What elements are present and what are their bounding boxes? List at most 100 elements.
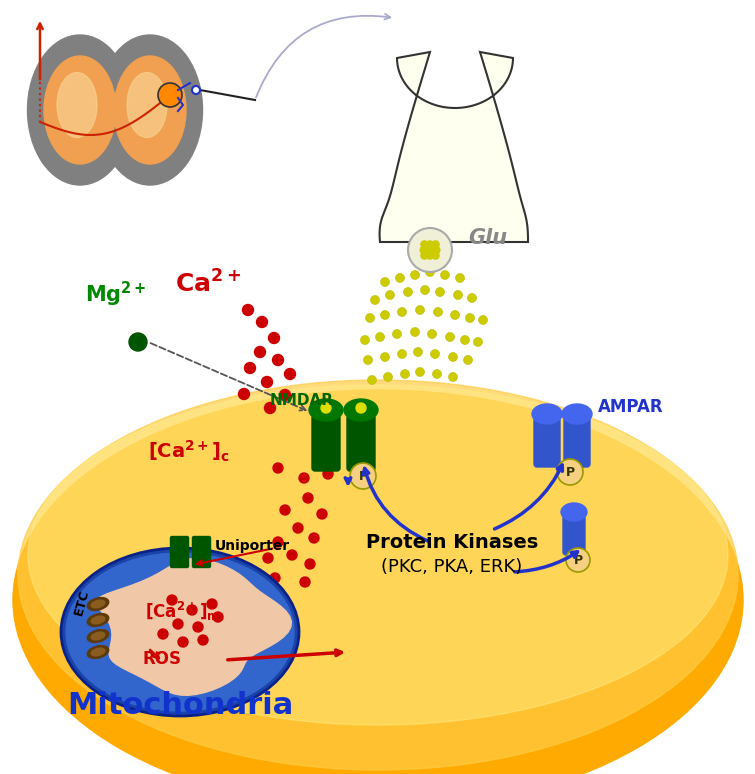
Circle shape — [365, 313, 374, 323]
Ellipse shape — [28, 385, 728, 725]
Circle shape — [427, 246, 433, 254]
Ellipse shape — [344, 399, 378, 421]
Ellipse shape — [88, 598, 109, 611]
Text: P: P — [565, 465, 575, 478]
Circle shape — [448, 372, 458, 382]
Text: Mitochondria: Mitochondria — [67, 691, 293, 720]
Circle shape — [397, 350, 406, 358]
Text: Protein Kinases: Protein Kinases — [366, 533, 538, 552]
Circle shape — [242, 304, 254, 316]
Circle shape — [129, 333, 147, 351]
Circle shape — [400, 369, 409, 378]
Text: Glu: Glu — [468, 228, 507, 248]
Circle shape — [433, 369, 442, 378]
Text: $\mathbf{[Ca^{2+}]_c}$: $\mathbf{[Ca^{2+}]_c}$ — [148, 438, 230, 464]
Circle shape — [393, 330, 402, 338]
FancyBboxPatch shape — [347, 415, 375, 471]
Circle shape — [411, 327, 420, 337]
Circle shape — [396, 273, 405, 283]
Text: AMPAR: AMPAR — [598, 398, 664, 416]
Circle shape — [467, 293, 476, 303]
Circle shape — [273, 354, 283, 365]
Circle shape — [287, 550, 297, 560]
Ellipse shape — [91, 616, 105, 624]
Circle shape — [167, 595, 177, 605]
Circle shape — [263, 553, 273, 563]
Ellipse shape — [66, 553, 294, 711]
Circle shape — [178, 637, 188, 647]
Circle shape — [245, 362, 255, 374]
Text: ETC: ETC — [72, 588, 91, 617]
Circle shape — [158, 629, 168, 639]
Circle shape — [386, 290, 395, 300]
Circle shape — [421, 252, 428, 259]
FancyBboxPatch shape — [564, 417, 590, 467]
Ellipse shape — [532, 404, 562, 424]
Circle shape — [461, 335, 470, 344]
Circle shape — [427, 241, 433, 248]
Circle shape — [430, 350, 439, 358]
Ellipse shape — [114, 56, 186, 164]
FancyBboxPatch shape — [193, 536, 211, 567]
Circle shape — [414, 348, 423, 357]
Circle shape — [415, 368, 424, 376]
Circle shape — [193, 622, 203, 632]
Ellipse shape — [57, 73, 97, 138]
Circle shape — [309, 533, 319, 543]
Text: ROS: ROS — [143, 650, 182, 668]
Circle shape — [317, 509, 327, 519]
Circle shape — [285, 368, 295, 379]
Polygon shape — [380, 52, 528, 242]
Ellipse shape — [18, 380, 738, 770]
Circle shape — [466, 313, 474, 323]
Ellipse shape — [561, 503, 587, 521]
Ellipse shape — [44, 56, 116, 164]
Ellipse shape — [61, 548, 299, 716]
Circle shape — [408, 228, 452, 272]
Circle shape — [432, 252, 439, 259]
Circle shape — [420, 246, 427, 254]
Text: NMDAR: NMDAR — [270, 393, 334, 408]
Circle shape — [451, 310, 460, 320]
Circle shape — [381, 352, 390, 361]
Circle shape — [454, 290, 463, 300]
Circle shape — [257, 317, 267, 327]
Text: P: P — [574, 553, 583, 567]
Circle shape — [270, 573, 280, 583]
Circle shape — [305, 559, 315, 569]
Circle shape — [198, 635, 208, 645]
Circle shape — [397, 307, 406, 317]
Ellipse shape — [88, 614, 109, 626]
Ellipse shape — [97, 35, 202, 185]
Circle shape — [432, 241, 439, 248]
Polygon shape — [97, 559, 291, 695]
Circle shape — [411, 270, 420, 279]
Circle shape — [479, 316, 488, 324]
Circle shape — [269, 333, 279, 344]
Text: $\mathbf{Ca^{2+}}$: $\mathbf{Ca^{2+}}$ — [175, 271, 241, 298]
Circle shape — [264, 402, 276, 413]
Circle shape — [473, 337, 482, 347]
Circle shape — [381, 278, 390, 286]
Circle shape — [350, 463, 376, 489]
Circle shape — [303, 493, 313, 503]
Circle shape — [445, 333, 455, 341]
Ellipse shape — [309, 399, 343, 421]
Circle shape — [557, 459, 583, 485]
Circle shape — [261, 376, 273, 388]
Circle shape — [239, 389, 249, 399]
Ellipse shape — [88, 646, 109, 659]
Circle shape — [427, 330, 436, 338]
Circle shape — [448, 352, 458, 361]
Circle shape — [207, 599, 217, 609]
Circle shape — [293, 523, 303, 533]
Circle shape — [273, 463, 283, 473]
Circle shape — [440, 270, 449, 279]
Circle shape — [375, 333, 384, 341]
Ellipse shape — [562, 404, 592, 424]
Circle shape — [421, 241, 428, 248]
Text: $\mathbf{Mg^{2+}}$: $\mathbf{Mg^{2+}}$ — [85, 279, 146, 309]
Circle shape — [426, 268, 434, 276]
Text: P: P — [359, 470, 368, 482]
Circle shape — [187, 605, 197, 615]
